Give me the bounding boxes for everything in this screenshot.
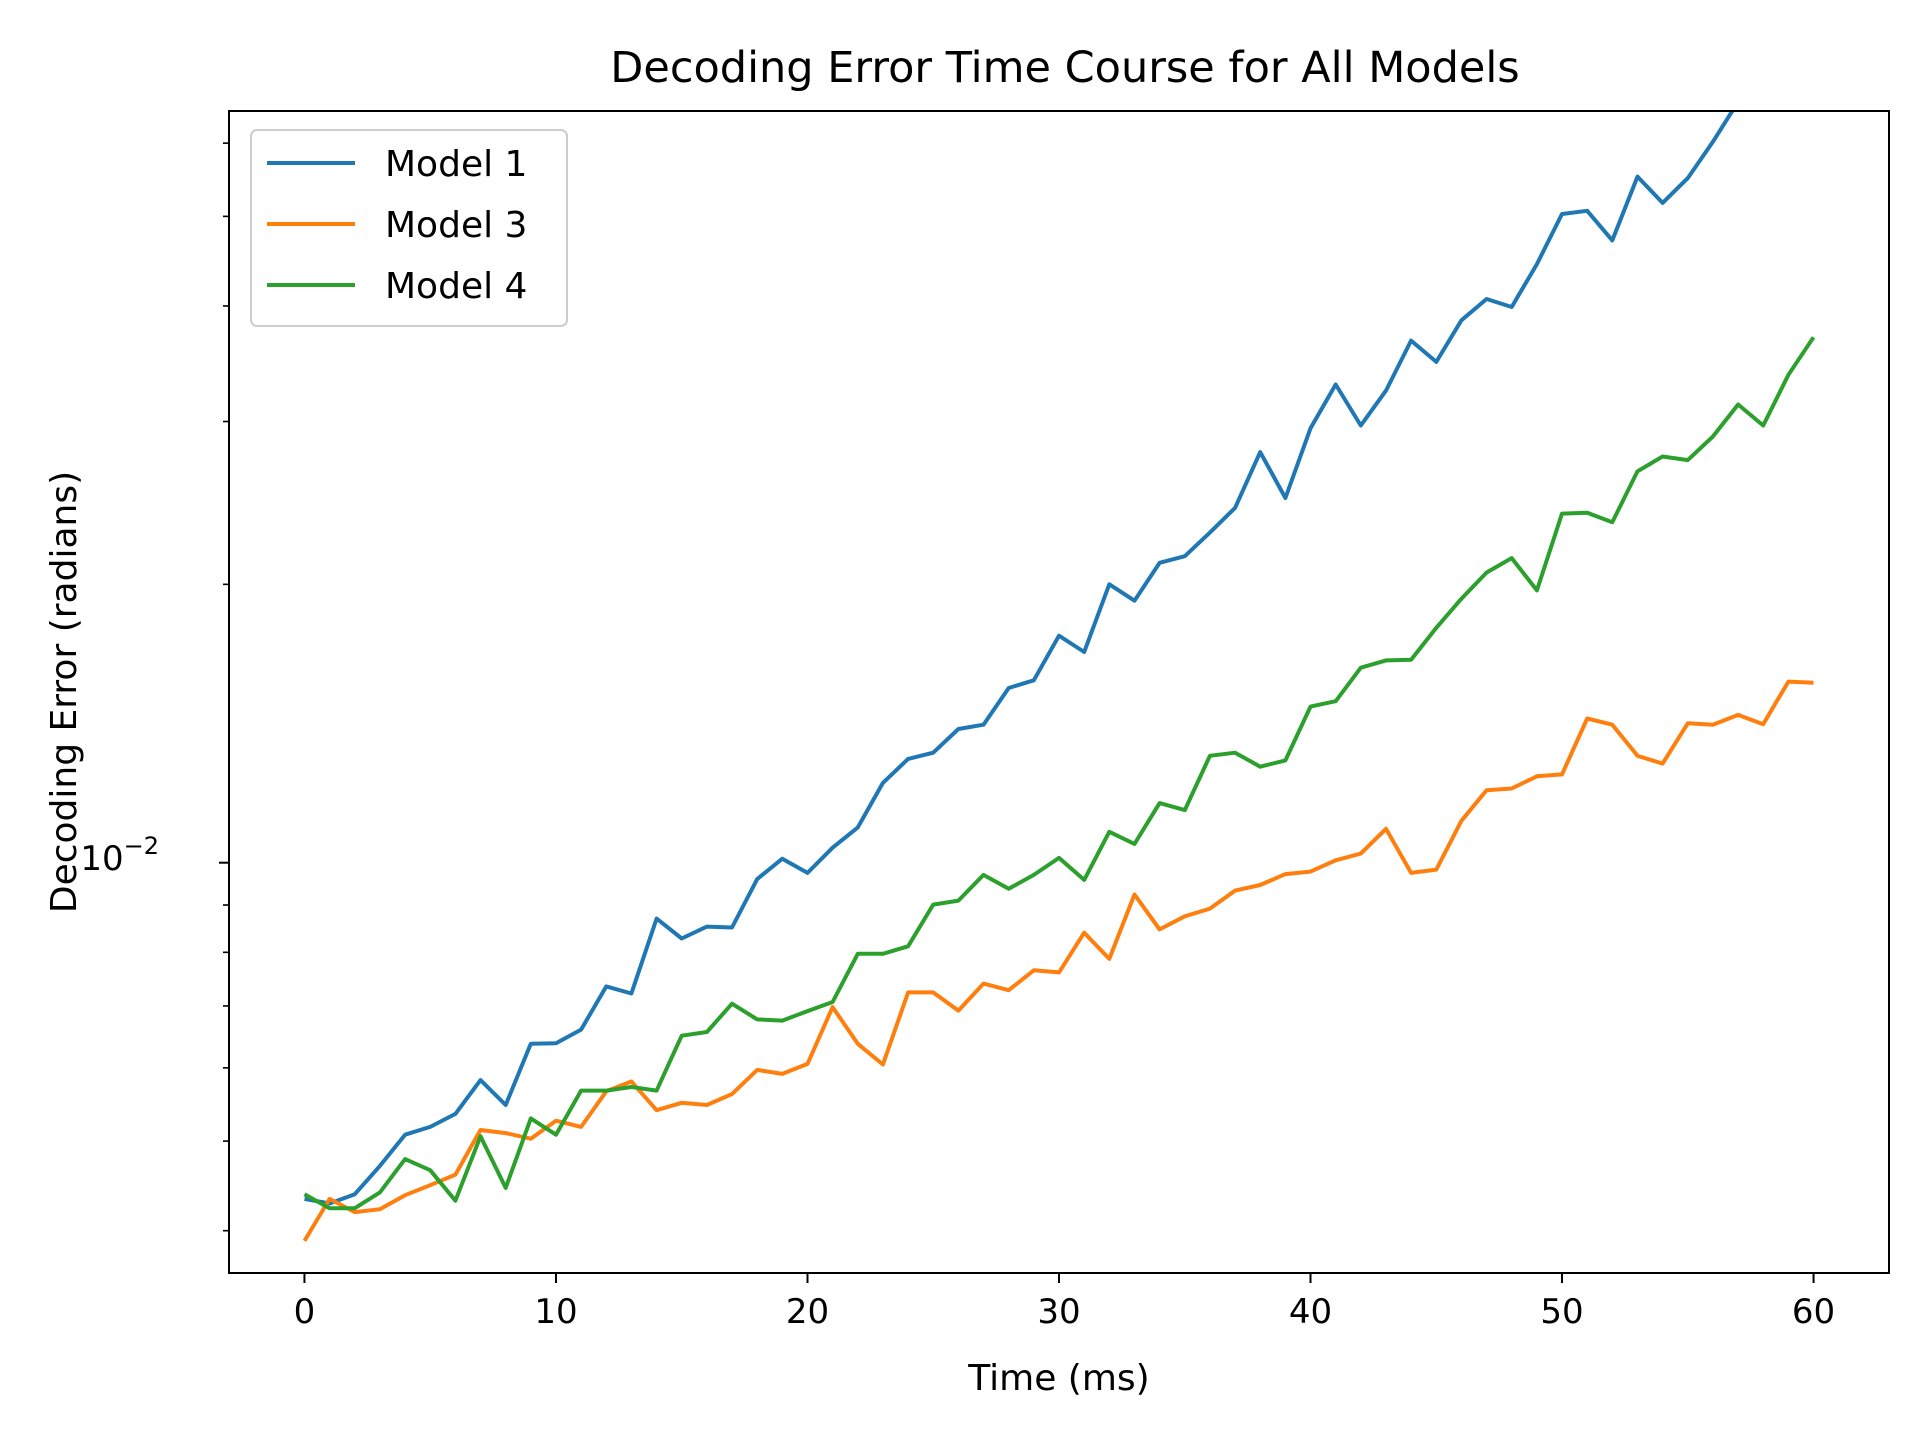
series-line-2 <box>302 679 1814 1242</box>
legend-label-3: Model 4 <box>385 266 527 307</box>
x-tick-label: 60 <box>1792 1292 1835 1332</box>
legend: Model 1 Model 3 Model 4 <box>250 129 568 327</box>
y-tick-label-major: 10−2 <box>80 832 159 879</box>
chart-title: Decoding Error Time Course for All Model… <box>610 43 1519 93</box>
legend-label-1: Model 1 <box>385 144 527 185</box>
series-line-3 <box>303 336 1816 1211</box>
x-axis-label: Time (ms) <box>967 1358 1149 1399</box>
x-tick-label: 10 <box>534 1292 577 1332</box>
y-tick-label-base: 10 <box>80 839 123 879</box>
x-tick-label: 0 <box>294 1292 316 1332</box>
x-tick-label: 40 <box>1289 1292 1332 1332</box>
x-tick-label: 50 <box>1540 1292 1583 1332</box>
y-axis-ticks <box>219 142 229 1232</box>
y-tick-label-exponent: −2 <box>124 832 159 860</box>
x-axis-ticks: 0 10 20 30 40 50 60 <box>294 1273 1835 1332</box>
x-tick-label: 30 <box>1037 1292 1080 1332</box>
series-lines <box>302 111 1816 1242</box>
y-axis-label: Decoding Error (radians) <box>44 471 85 913</box>
x-tick-label: 20 <box>786 1292 829 1332</box>
series-line-1 <box>304 111 1735 1206</box>
legend-label-2: Model 3 <box>385 205 527 246</box>
legend-box <box>250 129 568 327</box>
